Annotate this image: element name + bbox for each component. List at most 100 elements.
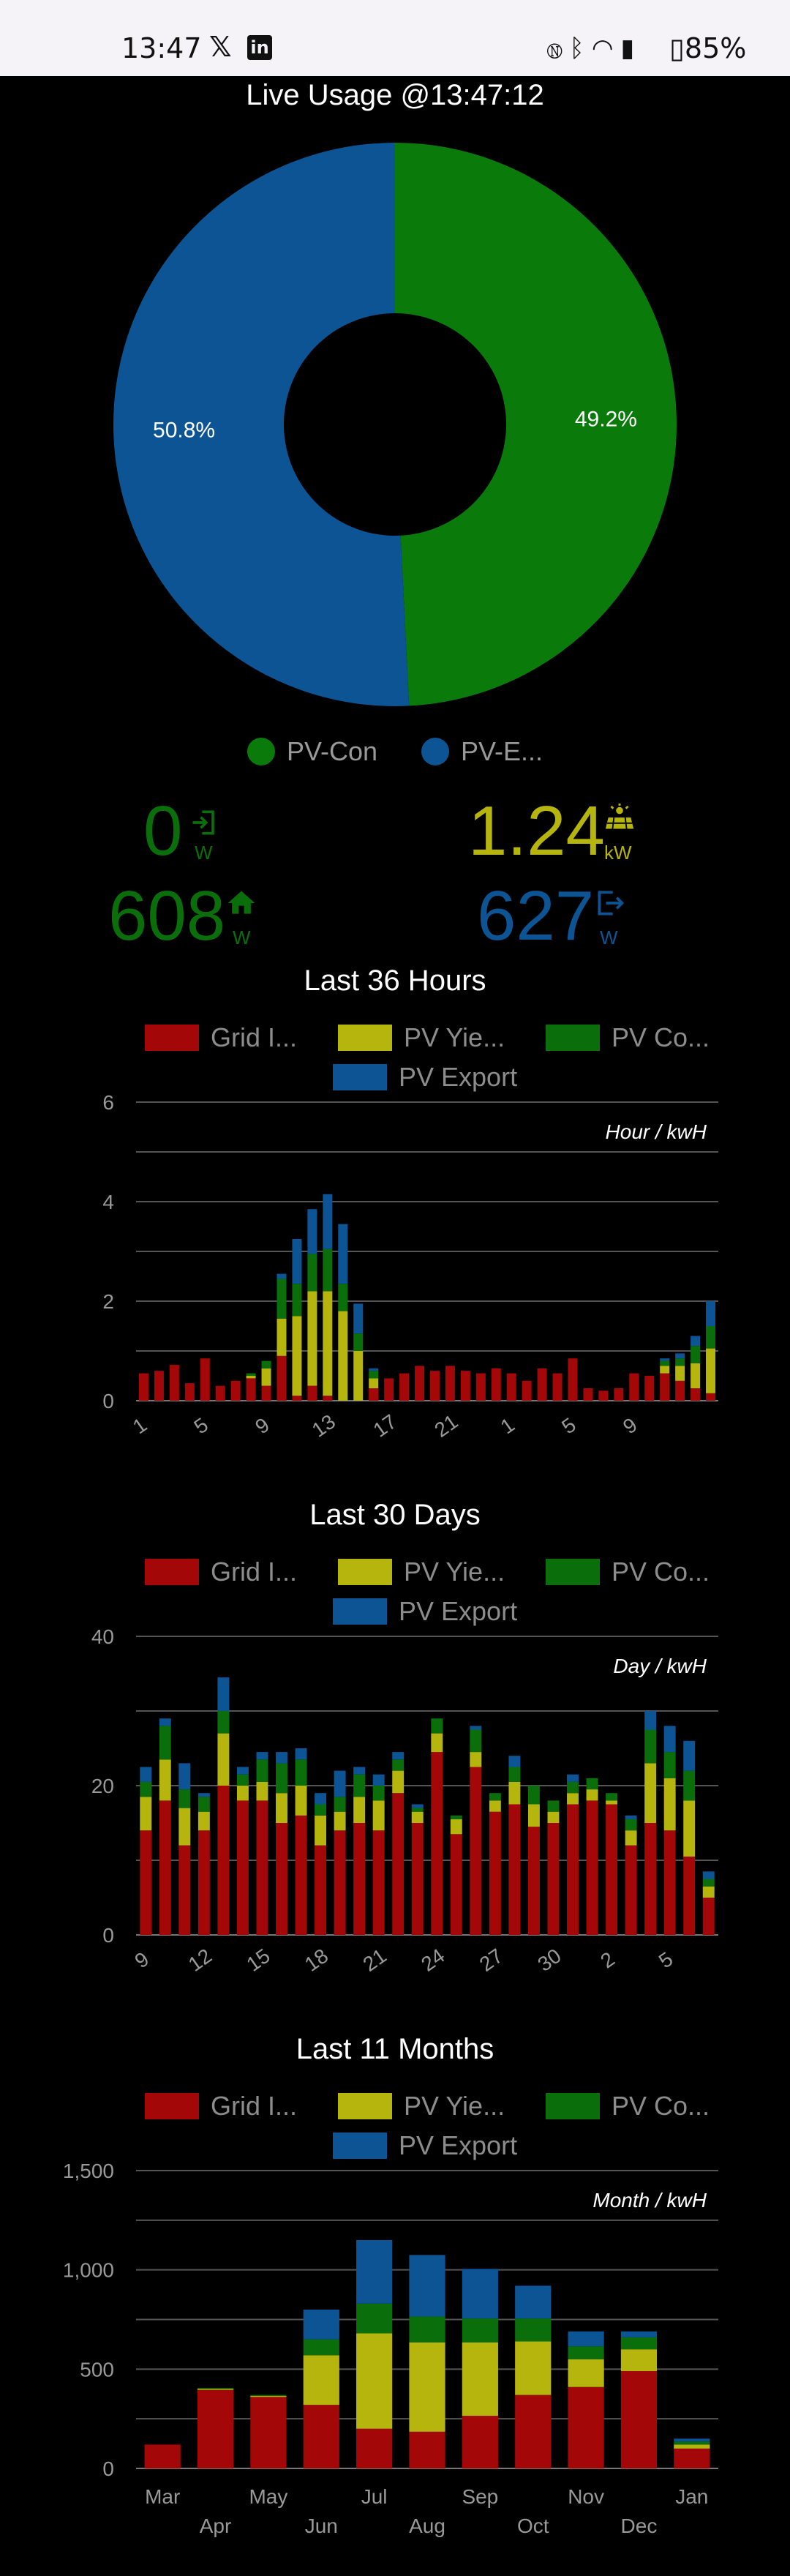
bar-segment-grid[interactable] — [568, 1358, 578, 1401]
bar-segment-yield[interactable] — [356, 2333, 393, 2429]
legend-label-export[interactable]: PV Export — [399, 2130, 517, 2160]
bar-segment-grid[interactable] — [138, 1373, 148, 1401]
bar-segment-consumed[interactable] — [586, 1778, 598, 1790]
bar-segment-consumed[interactable] — [307, 1254, 317, 1292]
bar-segment-export[interactable] — [256, 1752, 268, 1760]
bar-segment-yield[interactable] — [515, 2341, 552, 2395]
bar-segment-grid[interactable] — [460, 1371, 470, 1401]
bar-segment-export[interactable] — [292, 1239, 302, 1284]
bar-segment-consumed[interactable] — [261, 1360, 271, 1368]
bar-segment-yield[interactable] — [606, 1800, 618, 1805]
bar-segment-grid[interactable] — [246, 1378, 256, 1401]
bar-segment-consumed[interactable] — [683, 1770, 696, 1801]
bar-segment-consumed[interactable] — [295, 1759, 307, 1786]
legend-label-consumed[interactable]: PV Co... — [612, 1022, 710, 1052]
legend-label-grid[interactable]: Grid I... — [211, 1557, 297, 1587]
bar-segment-consumed[interactable] — [625, 1819, 637, 1831]
bar-segment-consumed[interactable] — [674, 2441, 710, 2445]
bar-segment-export[interactable] — [217, 1677, 230, 1711]
bar-segment-grid[interactable] — [184, 1383, 195, 1401]
bar-segment-grid[interactable] — [384, 1378, 394, 1401]
bar-segment-consumed[interactable] — [353, 1774, 366, 1797]
bar-segment-grid[interactable] — [586, 1800, 598, 1935]
bar-segment-grid[interactable] — [567, 1804, 579, 1936]
bar-segment-consumed[interactable] — [236, 1774, 249, 1786]
bar-segment-consumed[interactable] — [620, 2337, 658, 2350]
bar-segment-export[interactable] — [159, 1718, 171, 1726]
bar-segment-grid[interactable] — [144, 2444, 181, 2468]
bar-segment-export[interactable] — [675, 1353, 685, 1359]
bar-segment-grid[interactable] — [547, 1823, 560, 1935]
legend-label-consumed[interactable]: PV Co... — [612, 2091, 710, 2121]
bar-segment-grid[interactable] — [644, 1376, 655, 1401]
bar-segment-grid[interactable] — [217, 1786, 230, 1935]
bar-segment-consumed[interactable] — [250, 2395, 287, 2396]
bar-segment-export[interactable] — [315, 1793, 327, 1805]
bar-segment-export[interactable] — [568, 2331, 604, 2347]
bar-segment-export[interactable] — [276, 1752, 287, 1764]
bar-segment-grid[interactable] — [230, 1380, 241, 1401]
bar-segment-export[interactable] — [295, 1748, 307, 1760]
bar-segment-grid[interactable] — [702, 1898, 715, 1935]
bar-segment-consumed[interactable] — [217, 1711, 230, 1734]
bar-segment-yield[interactable] — [256, 1781, 268, 1801]
bar-segment-grid[interactable] — [568, 2386, 604, 2468]
bar-segment-consumed[interactable] — [706, 1326, 716, 1349]
bar-segment-consumed[interactable] — [431, 1718, 443, 1734]
bar-segment-consumed[interactable] — [663, 1752, 676, 1778]
bar-segment-grid[interactable] — [683, 1856, 696, 1935]
bar-segment-consumed[interactable] — [276, 1278, 287, 1319]
bar-segment-grid[interactable] — [356, 2428, 393, 2468]
bar-segment-grid[interactable] — [292, 1396, 302, 1401]
bar-segment-export[interactable] — [323, 1194, 333, 1249]
bar-segment-consumed[interactable] — [369, 1371, 379, 1379]
bar-segment-grid[interactable] — [450, 1834, 462, 1935]
bar-segment-consumed[interactable] — [276, 1763, 287, 1794]
bar-segment-yield[interactable] — [303, 2355, 339, 2405]
bar-segment-grid[interactable] — [552, 1373, 563, 1401]
bar-segment-export[interactable] — [372, 1774, 385, 1786]
bar-segment-yield[interactable] — [706, 1348, 716, 1393]
bar-segment-yield[interactable] — [292, 1316, 302, 1396]
bar-segment-yield[interactable] — [159, 1759, 171, 1801]
bar-segment-export[interactable] — [307, 1209, 317, 1254]
bar-segment-grid[interactable] — [198, 1830, 210, 1935]
bar-segment-yield[interactable] — [620, 2349, 658, 2372]
bar-segment-yield[interactable] — [683, 1800, 696, 1857]
bar-segment-yield[interactable] — [295, 1786, 307, 1816]
bar-segment-grid[interactable] — [178, 1845, 191, 1935]
bar-segment-yield[interactable] — [217, 1733, 230, 1786]
bar-segment-grid[interactable] — [491, 1368, 501, 1401]
bar-segment-export[interactable] — [625, 1815, 637, 1819]
bar-segment-consumed[interactable] — [409, 2316, 445, 2343]
bar-segment-consumed[interactable] — [547, 1800, 560, 1812]
bar-segment-grid[interactable] — [276, 1355, 287, 1401]
bar-segment-grid[interactable] — [475, 1373, 486, 1401]
bar-segment-grid[interactable] — [307, 1385, 317, 1401]
bar-segment-grid[interactable] — [415, 1366, 425, 1401]
bar-segment-export[interactable] — [236, 1767, 249, 1775]
legend-label-yield[interactable]: PV Yie... — [404, 1022, 505, 1052]
bar-segment-grid[interactable] — [537, 1368, 547, 1401]
bar-segment-export[interactable] — [462, 2269, 498, 2319]
bar-segment-grid[interactable] — [527, 1827, 540, 1935]
bar-segment-grid[interactable] — [369, 1388, 379, 1401]
donut-slice-1[interactable] — [113, 143, 410, 706]
bar-segment-consumed[interactable] — [660, 1360, 670, 1366]
bar-segment-consumed[interactable] — [462, 2318, 498, 2343]
bar-segment-yield[interactable] — [489, 1800, 501, 1812]
bar-segment-grid[interactable] — [392, 1793, 405, 1935]
bar-segment-yield[interactable] — [140, 1797, 152, 1831]
bar-segment-yield[interactable] — [527, 1804, 540, 1827]
bar-segment-yield[interactable] — [702, 1886, 715, 1898]
bar-segment-consumed[interactable] — [292, 1284, 302, 1317]
legend-label-yield[interactable]: PV Yie... — [404, 1557, 505, 1587]
bar-segment-grid[interactable] — [620, 2371, 658, 2468]
bar-segment-yield[interactable] — [353, 1351, 364, 1401]
legend-label-pv-export[interactable]: PV-E... — [461, 736, 543, 766]
bar-segment-grid[interactable] — [431, 1752, 443, 1935]
bar-segment-consumed[interactable] — [568, 2346, 604, 2359]
bar-segment-consumed[interactable] — [197, 2388, 234, 2389]
bar-segment-yield[interactable] — [338, 1311, 348, 1401]
bar-segment-export[interactable] — [353, 1303, 364, 1334]
